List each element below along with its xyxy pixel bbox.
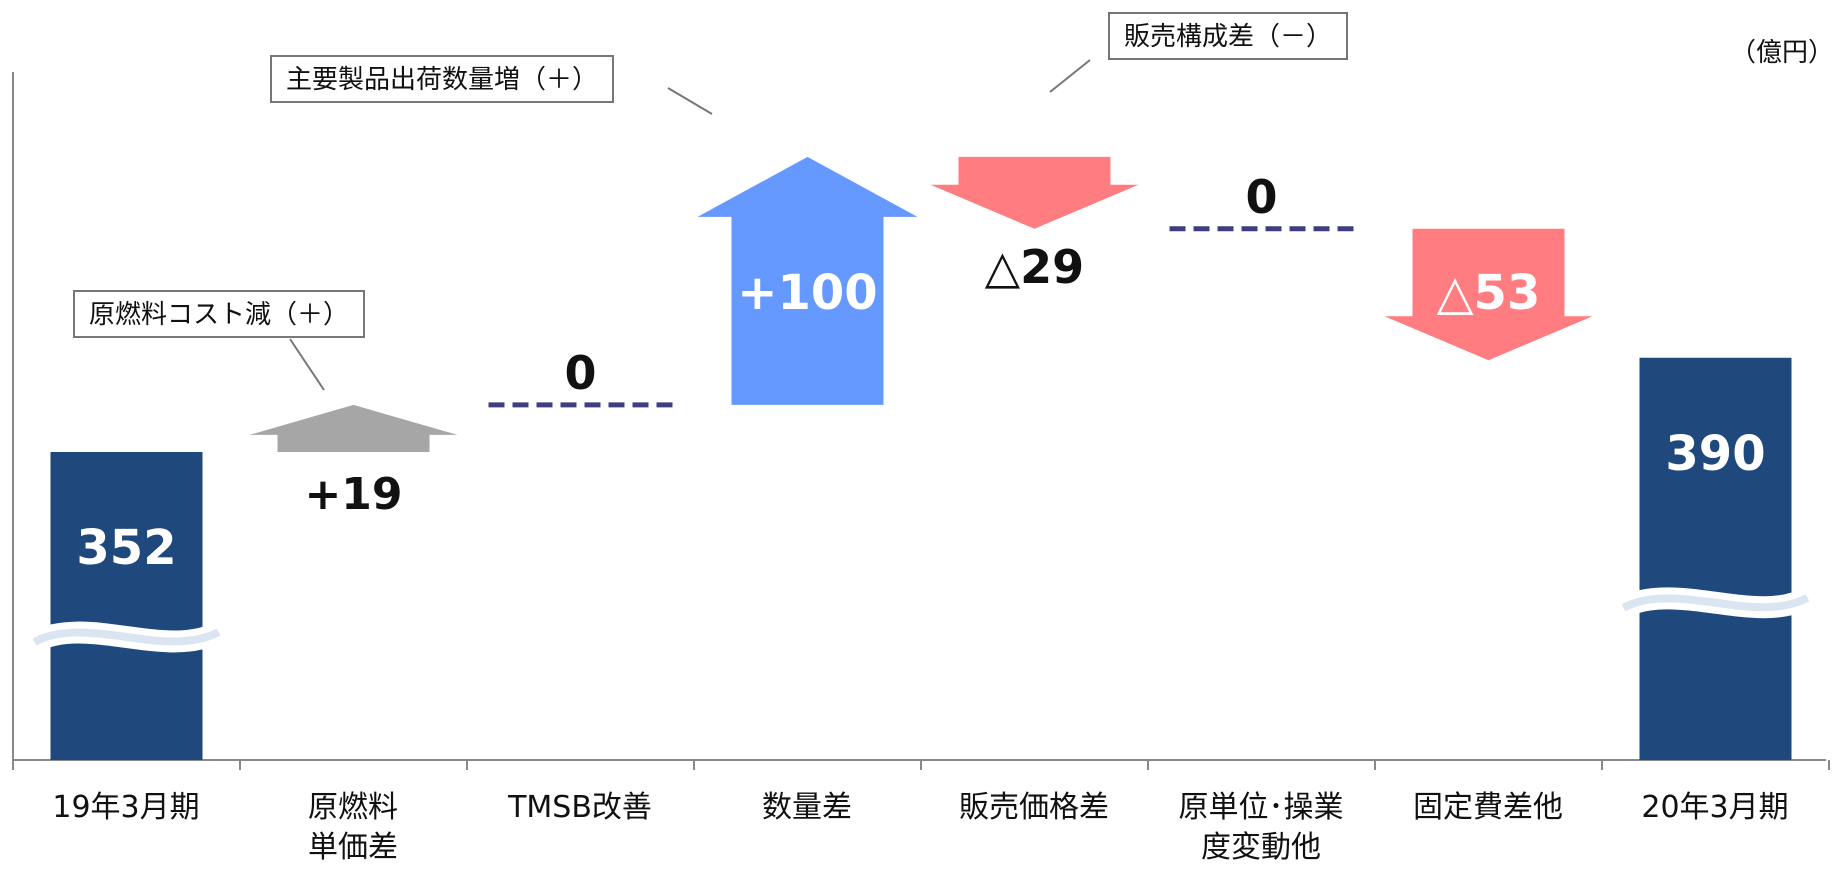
bar-value-label: 352: [76, 520, 176, 576]
category-label-4: 販売価格差: [959, 790, 1109, 825]
arrow-value-label: △53: [1437, 265, 1541, 321]
category-label-2: TMSB改善: [508, 790, 652, 825]
arrow-down: [1384, 228, 1593, 361]
callout-leader: [1049, 59, 1091, 93]
bar-total: [1639, 357, 1792, 760]
flat-value-label: 0: [564, 346, 596, 400]
axis-break-wave-inner: [1621, 594, 1810, 612]
axis-break-wave-inner: [32, 628, 221, 646]
flat-value-label: 0: [1245, 170, 1277, 224]
bar-total: [50, 452, 203, 760]
arrow-down: [930, 156, 1139, 229]
arrow-up-small: [249, 404, 458, 452]
arrow-value-label: +19: [304, 469, 402, 520]
category-label-6: 固定費差他: [1413, 790, 1563, 825]
callout-sales-mix: 販売構成差（－）: [1108, 12, 1349, 60]
arrow-value-label: +100: [737, 265, 877, 321]
category-label-7: 20年3月期: [1641, 790, 1789, 825]
unit-label: （億円）: [1730, 38, 1833, 68]
callout-shipment-volume: 主要製品出荷数量増（＋）: [270, 55, 615, 103]
category-label-1: 原燃料 単価差: [308, 790, 398, 865]
arrow-value-label: △29: [985, 240, 1084, 294]
category-label-0: 19年3月期: [52, 790, 200, 825]
bar-value-label: 390: [1665, 426, 1765, 482]
callout-raw-material-cost: 原燃料コスト減（＋）: [73, 290, 366, 338]
category-label-5: 原単位･操業 度変動他: [1178, 790, 1344, 865]
callout-leader: [289, 338, 325, 391]
category-label-3: 数量差: [762, 790, 852, 825]
arrow-up-large: [697, 156, 918, 405]
callout-leader: [667, 87, 713, 115]
